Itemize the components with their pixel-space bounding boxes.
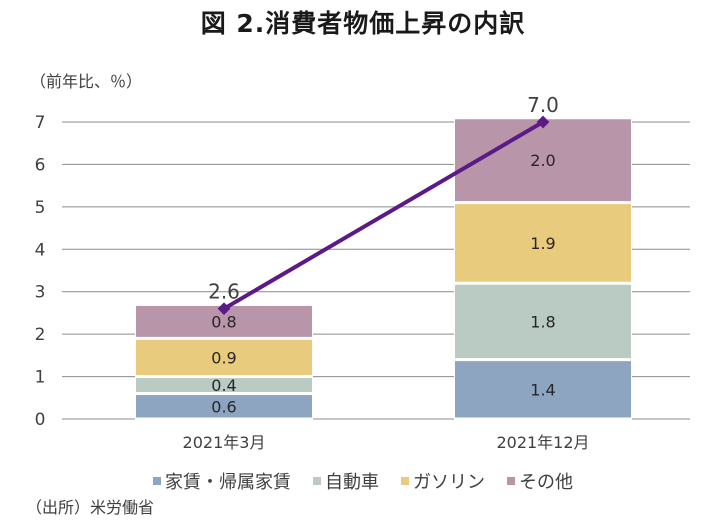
legend-swatch bbox=[507, 477, 515, 485]
bar-segment bbox=[455, 204, 631, 282]
legend-item: ガソリン bbox=[401, 468, 485, 494]
bar-segment bbox=[455, 119, 631, 202]
segment-data-label: 0.9 bbox=[211, 348, 236, 367]
legend-swatch bbox=[401, 477, 409, 485]
legend-swatch bbox=[313, 477, 321, 485]
total-line-path bbox=[222, 120, 545, 311]
segment-data-label: 0.6 bbox=[211, 397, 236, 416]
bars: 0.6 0.4 0.9 0.8 1.4 1.8 1.9 2.0 bbox=[135, 116, 632, 420]
segment-data-label: 1.4 bbox=[530, 380, 555, 399]
bar-segment bbox=[136, 378, 312, 393]
total-data-label: 2.6 bbox=[208, 280, 240, 304]
legend-item: その他 bbox=[507, 468, 573, 494]
bar-segment bbox=[455, 284, 631, 359]
segment-data-label: 0.4 bbox=[211, 376, 236, 395]
segment-data-label: 1.8 bbox=[530, 312, 555, 331]
y-tick-label: 6 bbox=[35, 155, 46, 175]
segment-data-label: 2.0 bbox=[530, 151, 555, 170]
segment-data-label: 1.9 bbox=[530, 234, 555, 253]
stacked-bar-chart: 0 1 2 3 4 5 6 7 0.6 0.4 0.9 0.8 1.4 1.8 1.9 2.0 2021年3… bbox=[35, 93, 690, 452]
y-tick-label: 0 bbox=[35, 410, 46, 430]
y-tick-label: 4 bbox=[35, 240, 46, 260]
legend-swatch bbox=[153, 477, 161, 485]
total-data-label: 7.0 bbox=[527, 93, 559, 117]
y-axis-ticks: 0 1 2 3 4 5 6 7 bbox=[35, 113, 46, 430]
legend-item: 自動車 bbox=[313, 468, 379, 494]
legend-label: 自動車 bbox=[325, 472, 379, 493]
bar-segment bbox=[136, 395, 312, 418]
x-axis-labels: 2021年3月 2021年12月 bbox=[183, 433, 590, 452]
total-line: 2.6 7.0 bbox=[208, 93, 559, 316]
bar-segment bbox=[455, 361, 631, 418]
y-tick-label: 1 bbox=[35, 368, 46, 388]
segment-data-label: 0.8 bbox=[211, 312, 236, 331]
y-axis-unit-label: （前年比、％） bbox=[30, 72, 143, 91]
legend-label: その他 bbox=[519, 472, 573, 493]
chart-title: 図 2.消費者物価上昇の内訳 bbox=[200, 9, 526, 38]
total-line-marker bbox=[217, 302, 231, 316]
x-tick-label: 2021年3月 bbox=[183, 433, 266, 452]
y-tick-label: 3 bbox=[35, 283, 46, 303]
legend-item: 家賃・帰属家賃 bbox=[153, 468, 291, 494]
y-tick-label: 2 bbox=[35, 325, 46, 345]
x-tick-label: 2021年12月 bbox=[496, 433, 589, 452]
legend-label: 家賃・帰属家賃 bbox=[165, 472, 291, 493]
legend-label: ガソリン bbox=[413, 472, 485, 493]
legend: 家賃・帰属家賃 自動車 ガソリン その他 bbox=[0, 468, 726, 494]
y-tick-label: 5 bbox=[35, 198, 46, 218]
bar-segment bbox=[136, 339, 312, 376]
y-tick-label: 7 bbox=[35, 113, 46, 133]
source-note: （出所）米労働省 bbox=[26, 498, 155, 517]
